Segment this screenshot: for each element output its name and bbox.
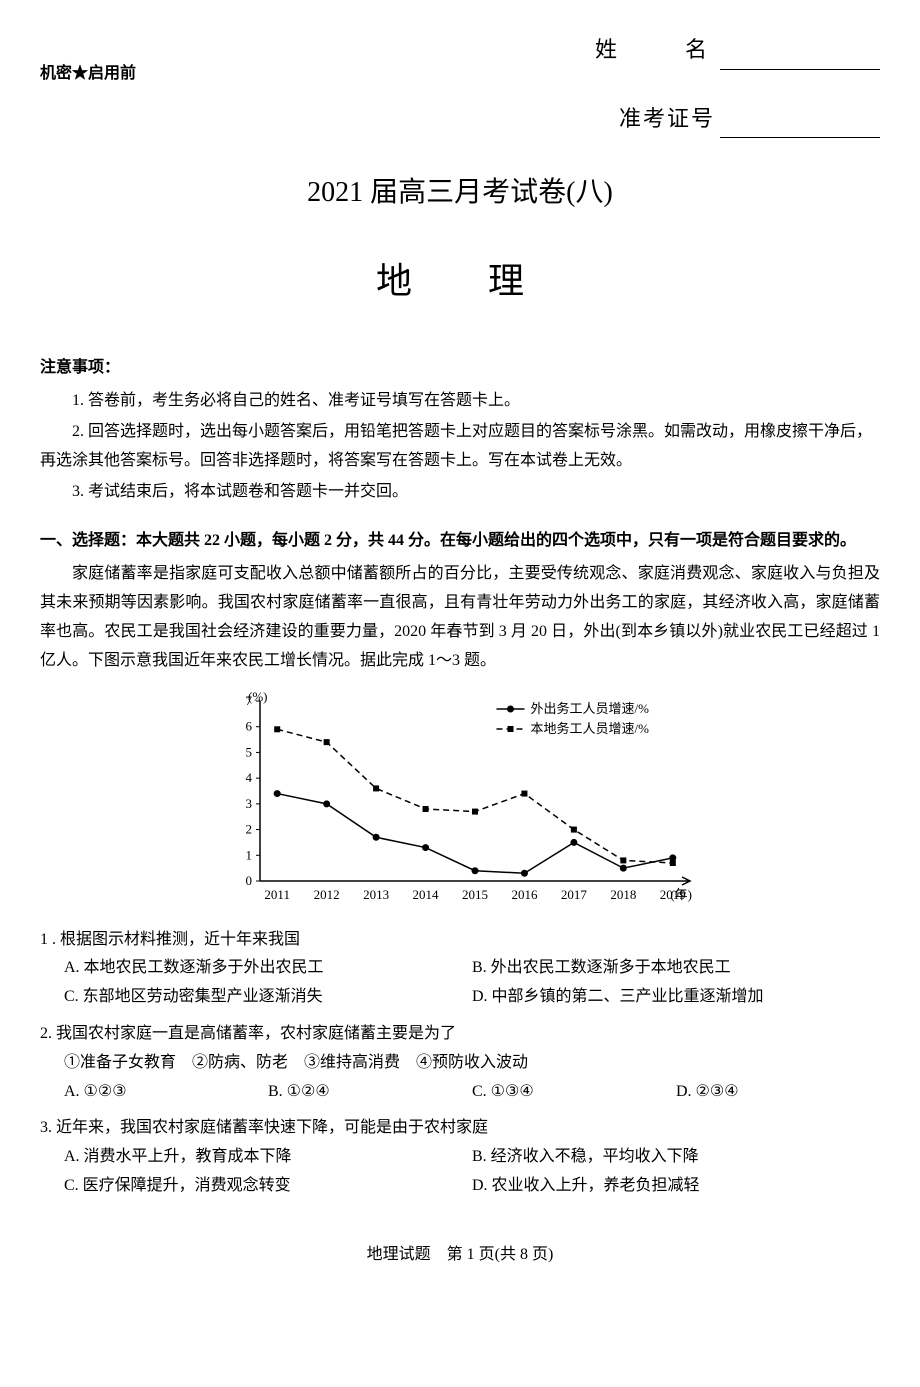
svg-text:2013: 2013 — [363, 887, 389, 902]
options-row: A. 消费水平上升，教育成本下降B. 经济收入不稳，平均收入下降C. 医疗保障提… — [40, 1143, 880, 1201]
option-a: A. 消费水平上升，教育成本下降 — [64, 1143, 472, 1172]
options-row: A. 本地农民工数逐渐多于外出农民工B. 外出农民工数逐渐多于本地农民工C. 东… — [40, 954, 880, 1012]
svg-text:(年): (年) — [670, 887, 692, 902]
header-row: 机密★启用前 姓 名 — [40, 30, 880, 89]
option-c: C. 东部地区劳动密集型产业逐渐消失 — [64, 983, 472, 1012]
svg-text:1: 1 — [246, 847, 253, 862]
notice-item-2: 2. 回答选择题时，选出每小题答案后，用铅笔把答题卡上对应题目的答案标号涂黑。如… — [40, 418, 880, 476]
svg-text:3: 3 — [246, 795, 253, 810]
option-d: D. 农业收入上升，养老负担减轻 — [472, 1172, 880, 1201]
page-footer: 地理试题 第 1 页(共 8 页) — [40, 1241, 880, 1270]
exam-id-blank — [720, 137, 880, 138]
growth-chart: 01234567(%)20112012201320142015201620172… — [220, 691, 700, 911]
option-a: A. ①②③ — [64, 1078, 268, 1107]
exam-id-label: 准考证号 — [619, 106, 715, 131]
passage-1: 家庭储蓄率是指家庭可支配收入总额中储蓄额所占的百分比，主要受传统观念、家庭消费观… — [40, 560, 880, 675]
svg-text:2014: 2014 — [413, 887, 440, 902]
exam-title: 2021 届高三月考试卷(八) — [40, 168, 880, 218]
subject-title: 地 理 — [40, 249, 880, 314]
option-b: B. 经济收入不稳，平均收入下降 — [472, 1143, 880, 1172]
svg-text:2011: 2011 — [264, 887, 290, 902]
svg-text:4: 4 — [246, 770, 253, 785]
option-d: D. ②③④ — [676, 1078, 880, 1107]
svg-text:0: 0 — [246, 873, 253, 888]
svg-text:2015: 2015 — [462, 887, 488, 902]
name-section: 姓 名 — [595, 30, 880, 70]
option-d: D. 中部乡镇的第二、三产业比重逐渐增加 — [472, 983, 880, 1012]
svg-text:2018: 2018 — [610, 887, 636, 902]
svg-text:5: 5 — [246, 744, 253, 759]
question-stem: 3. 近年来，我国农村家庭储蓄率快速下降，可能是由于农村家庭 — [40, 1114, 880, 1143]
svg-text:外出务工人员增速/%: 外出务工人员增速/% — [531, 701, 650, 716]
question-3: 3. 近年来，我国农村家庭储蓄率快速下降，可能是由于农村家庭A. 消费水平上升，… — [40, 1114, 880, 1200]
name-blank — [720, 69, 880, 70]
chart-container: 01234567(%)20112012201320142015201620172… — [40, 691, 880, 911]
svg-text:2016: 2016 — [511, 887, 538, 902]
name-label: 姓 名 — [595, 37, 715, 62]
option-b: B. 外出农民工数逐渐多于本地农民工 — [472, 954, 880, 983]
notice-item-3: 3. 考试结束后，将本试题卷和答题卡一并交回。 — [40, 478, 880, 507]
confidential-label: 机密★启用前 — [40, 60, 136, 89]
section-1-title: 一、选择题：本大题共 22 小题，每小题 2 分，共 44 分。在每小题给出的四… — [40, 527, 880, 556]
option-b: B. ①②④ — [268, 1078, 472, 1107]
question-stem: 2. 我国农村家庭一直是高储蓄率，农村家庭储蓄主要是为了 — [40, 1020, 880, 1049]
options-row: A. ①②③B. ①②④C. ①③④D. ②③④ — [40, 1078, 880, 1107]
svg-text:2017: 2017 — [561, 887, 588, 902]
notice-title: 注意事项： — [40, 354, 880, 383]
questions-container: 1 . 根据图示材料推测，近十年来我国A. 本地农民工数逐渐多于外出农民工B. … — [40, 926, 880, 1201]
svg-text:本地务工人员增速/%: 本地务工人员增速/% — [531, 721, 650, 736]
svg-text:2012: 2012 — [314, 887, 340, 902]
question-stem: 1 . 根据图示材料推测，近十年来我国 — [40, 926, 880, 955]
svg-text:(%): (%) — [248, 691, 268, 704]
option-c: C. ①③④ — [472, 1078, 676, 1107]
notice-item-1: 1. 答卷前，考生务必将自己的姓名、准考证号填写在答题卡上。 — [40, 387, 880, 416]
svg-text:2: 2 — [246, 821, 253, 836]
question-1: 1 . 根据图示材料推测，近十年来我国A. 本地农民工数逐渐多于外出农民工B. … — [40, 926, 880, 1012]
option-a: A. 本地农民工数逐渐多于外出农民工 — [64, 954, 472, 983]
question-sub: ①准备子女教育 ②防病、防老 ③维持高消费 ④预防收入波动 — [40, 1049, 880, 1078]
option-c: C. 医疗保障提升，消费观念转变 — [64, 1172, 472, 1201]
exam-id-row: 准考证号 — [40, 99, 880, 139]
svg-text:6: 6 — [246, 718, 253, 733]
question-2: 2. 我国农村家庭一直是高储蓄率，农村家庭储蓄主要是为了①准备子女教育 ②防病、… — [40, 1020, 880, 1106]
